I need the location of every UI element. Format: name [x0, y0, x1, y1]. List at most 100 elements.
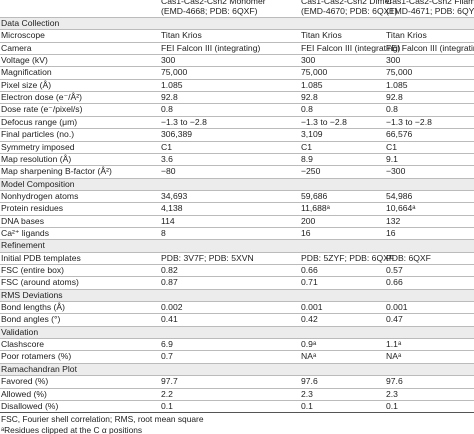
section-row: [0, 362, 474, 376]
cell-value: 0.1: [386, 400, 398, 411]
cell-value: Titan Krios: [161, 30, 202, 41]
cell-value: 16: [386, 227, 396, 238]
cell-value: FEI Falcon III (integrating): [301, 42, 401, 53]
cell-value: 0.87: [161, 277, 178, 288]
cell-value: 92.8: [386, 92, 403, 103]
cell-value: Titan Krios: [301, 30, 342, 41]
row-label: Clashscore: [1, 339, 44, 350]
cell-value: 4,138: [161, 203, 183, 214]
cell-value: C1: [301, 141, 312, 152]
cell-value: 132: [386, 215, 401, 226]
cell-value: 2.2: [161, 388, 173, 399]
cell-value: 0.1: [301, 400, 313, 411]
cell-value: 97.6: [386, 376, 403, 387]
cell-value: 0.47: [386, 314, 403, 325]
row-label: Map resolution (Å): [1, 153, 72, 164]
section-title: Ramachandran Plot: [1, 363, 77, 374]
table-row: [0, 66, 474, 78]
cell-value: Titan Krios: [386, 30, 427, 41]
row-label: Dose rate (e⁻/pixel/s): [1, 104, 83, 115]
table-row: [0, 202, 474, 214]
row-label: Disallowed (%): [1, 400, 59, 411]
row-label: Initial PDB templates: [1, 252, 81, 263]
section-title: Validation: [1, 326, 39, 337]
table-row: [0, 226, 474, 239]
section-row: [0, 288, 474, 302]
row-label: FSC (around atoms): [1, 277, 79, 288]
row-label: Poor rotamers (%): [1, 351, 72, 362]
cell-value: 11,688ᵃ: [301, 203, 330, 214]
column-name: Cas1-Cas2-Csn2 Filament: [386, 0, 474, 6]
cell-value: 75,000: [161, 67, 188, 78]
table-row: [0, 189, 474, 202]
section-row: [0, 325, 474, 339]
cell-value: FEI Falcon III (integrating): [386, 42, 474, 53]
table-row: [0, 165, 474, 177]
cell-value: PDB: 5ZYF; PDB: 6QXF: [301, 252, 395, 263]
table-row: [0, 54, 474, 66]
row-label: FSC (entire box): [1, 265, 65, 275]
column-ids: (EMD-4668; PDB: 6QXF): [161, 6, 258, 16]
row-label: Symmetry imposed: [1, 141, 75, 152]
cell-value: 0.82: [161, 265, 178, 275]
footnote: ᵃResidues clipped at the C α positions: [1, 425, 143, 434]
row-label: Protein residues: [1, 203, 64, 214]
cell-value: −300: [386, 166, 406, 177]
row-label: Magnification: [1, 67, 52, 78]
section-row: [0, 239, 474, 252]
row-label: Map sharpening B-factor (Å²): [1, 166, 112, 177]
section-title: Refinement: [1, 240, 45, 251]
cell-value: FEI Falcon III (integrating): [161, 42, 261, 53]
table-row: [0, 29, 474, 41]
cell-value: 0.42: [301, 314, 318, 325]
cell-value: 0.71: [301, 277, 318, 288]
cell-value: 0.9ᵃ: [301, 339, 317, 350]
cell-value: 59,686: [301, 190, 328, 201]
cell-value: 8.9: [301, 153, 313, 164]
cell-value: 8: [161, 227, 166, 238]
table-row: [0, 78, 474, 91]
cell-value: 300: [386, 55, 401, 66]
cell-value: 2.3: [301, 388, 313, 399]
table-row: [0, 399, 474, 412]
table-row: [0, 338, 474, 350]
cell-value: NAᵃ: [386, 351, 402, 362]
cell-value: 114: [161, 215, 175, 226]
cell-value: −250: [301, 166, 321, 177]
cell-value: C1: [386, 141, 397, 152]
cell-value: −1.3 to −2.8: [301, 116, 347, 127]
cell-value: 1.085: [301, 79, 323, 90]
section-title: Data Collection: [1, 18, 60, 28]
cell-value: 0.002: [161, 302, 183, 313]
cell-value: 97.7: [161, 376, 178, 387]
row-label: DNA bases: [1, 215, 44, 226]
cell-value: −80: [161, 166, 176, 177]
cell-value: 306,389: [161, 129, 193, 140]
row-label: Microscope: [1, 30, 45, 41]
cell-value: PDB: 3V7F; PDB: 5XVN: [161, 252, 254, 263]
cell-value: 97.6: [301, 376, 318, 387]
row-label: Camera: [1, 42, 32, 53]
table-row: [0, 350, 474, 362]
cell-value: 6.9: [161, 339, 173, 350]
footnote: FSC, Fourier shell correlation; RMS, roo…: [1, 414, 204, 425]
column-ids: (EMD-4670; PDB: 6QXT): [301, 6, 398, 16]
cell-value: 300: [301, 55, 316, 66]
cell-value: 92.8: [161, 92, 178, 103]
table-bottom-rule: [0, 412, 474, 414]
table-row: [0, 301, 474, 313]
row-label: Bond lengths (Å): [1, 302, 66, 313]
table-row: [0, 140, 474, 153]
table-row: [0, 276, 474, 288]
cell-value: 200: [301, 215, 316, 226]
cell-value: 0.1: [161, 400, 173, 411]
table-row: [0, 313, 474, 325]
column-name: Cas1-Cas2-Csn2 Monomer: [161, 0, 266, 6]
cell-value: 16: [301, 227, 311, 238]
cell-value: NAᵃ: [301, 351, 317, 362]
cell-value: 1.085: [161, 79, 183, 90]
row-label: Defocus range (μm): [1, 116, 78, 127]
section-title: Model Composition: [1, 178, 75, 189]
cell-value: 0.001: [301, 302, 323, 313]
